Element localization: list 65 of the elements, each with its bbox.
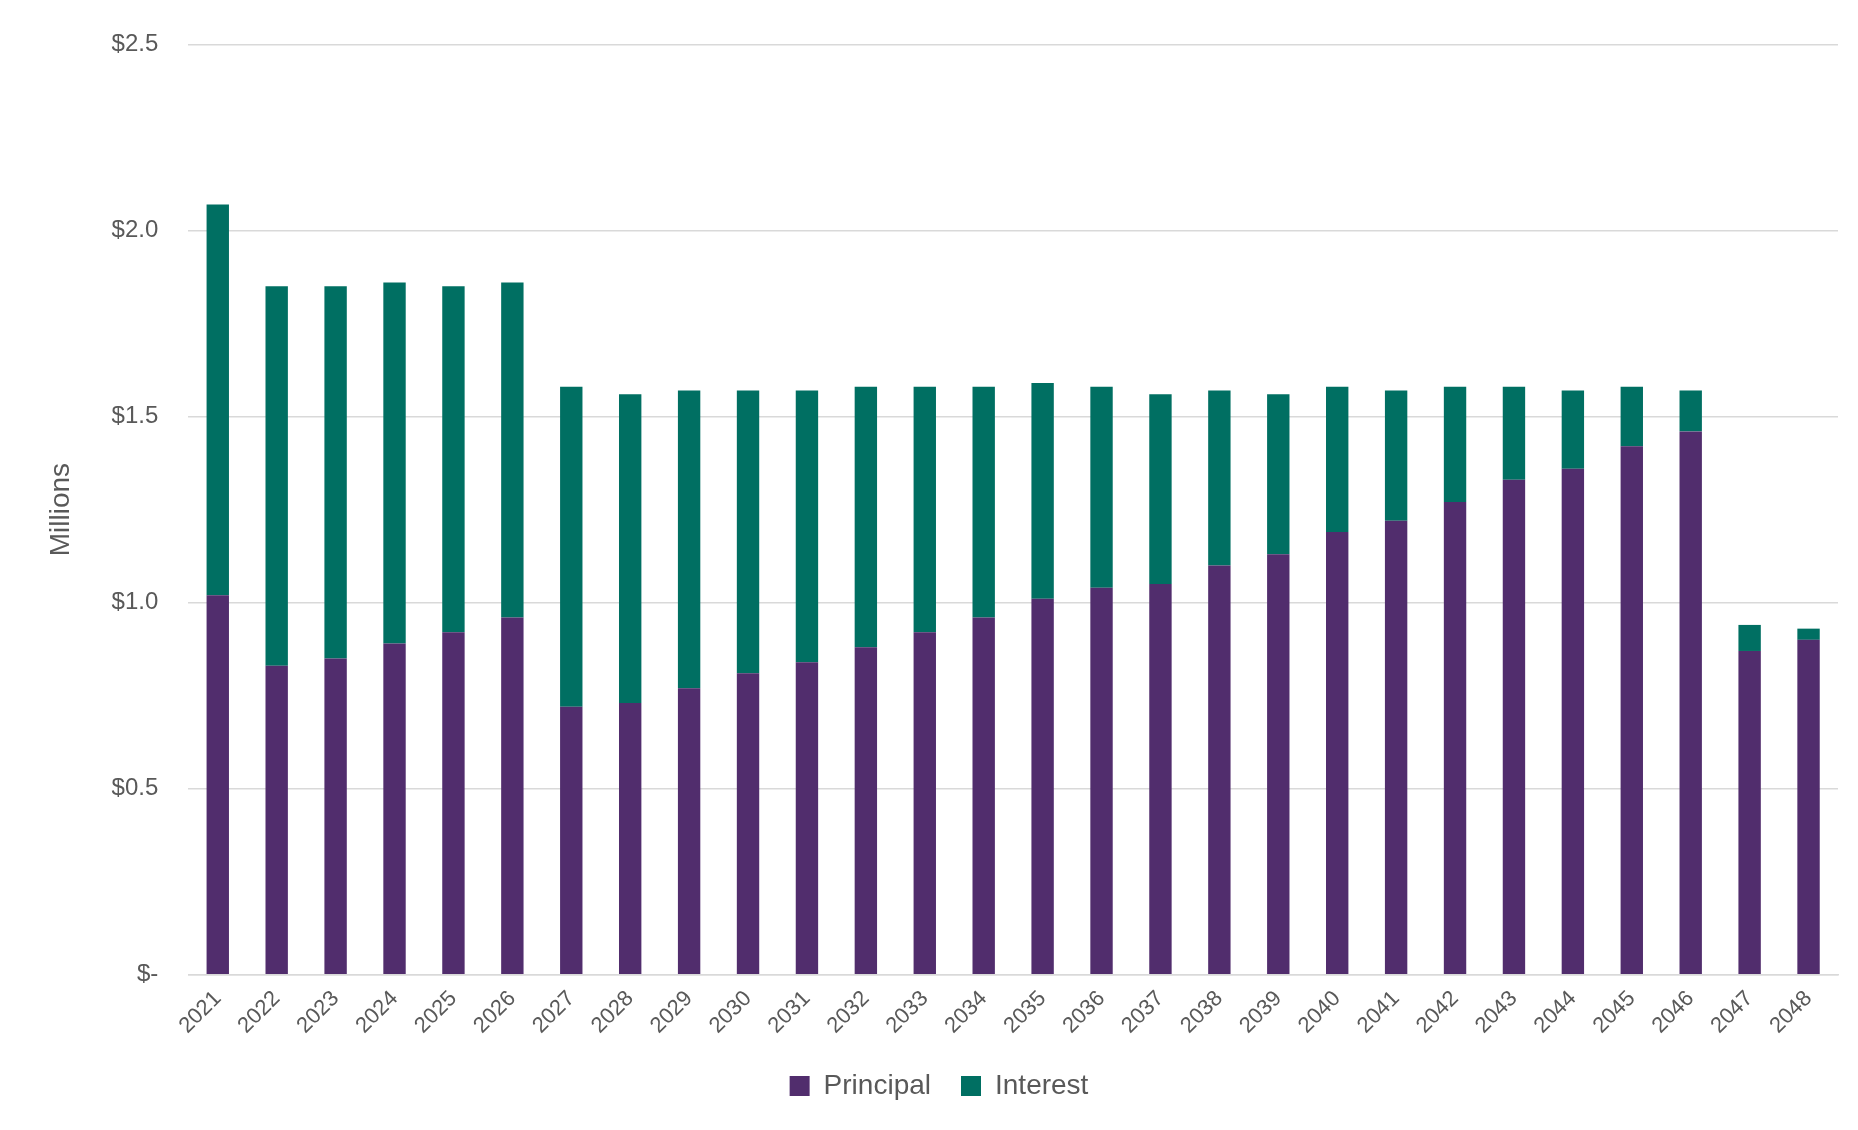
bar: [1443, 502, 1467, 974]
bar: [1208, 565, 1231, 974]
y-tick-label: $1.0: [111, 587, 159, 615]
bar: [1502, 479, 1526, 974]
bar: [560, 386, 583, 707]
bar: [1267, 394, 1290, 555]
bar: [1561, 390, 1585, 469]
bar: [854, 386, 878, 648]
bar: [1797, 628, 1820, 640]
bar: [1149, 583, 1172, 974]
bar: [1326, 531, 1349, 974]
bar: [972, 386, 995, 618]
bar: [265, 665, 288, 974]
bar: [795, 390, 819, 663]
bar: [619, 394, 642, 704]
bar: [442, 632, 465, 974]
bar: [619, 703, 642, 974]
legend-label: Principal: [823, 1068, 932, 1100]
bar: [383, 282, 406, 644]
bar: [677, 688, 701, 974]
bar: [1561, 468, 1585, 974]
bar: [1267, 554, 1290, 974]
bar: [501, 617, 524, 974]
bar: [854, 647, 878, 974]
bar: [206, 204, 229, 596]
bar: [736, 390, 760, 674]
bar: [1738, 624, 1761, 651]
bar: [1620, 446, 1643, 974]
bar: [1443, 386, 1467, 503]
bar: [1502, 386, 1526, 480]
y-axis-title: Millions: [43, 462, 75, 557]
bar: [324, 658, 347, 974]
bar: [913, 632, 936, 974]
bar: [1208, 390, 1231, 566]
y-tick-label: $2.5: [111, 29, 159, 57]
bar: [383, 643, 406, 974]
bar: [1031, 598, 1054, 974]
bar: [795, 662, 819, 974]
bar: [1679, 431, 1702, 974]
bar: [1620, 386, 1643, 447]
bar: [1090, 386, 1113, 588]
bar: [501, 282, 524, 618]
bar: [1384, 520, 1408, 974]
legend-label: Interest: [995, 1068, 1089, 1100]
bar: [972, 617, 995, 974]
bar: [1738, 650, 1761, 974]
bar: [1090, 587, 1113, 974]
bar: [1384, 390, 1408, 521]
y-tick-label: $0.5: [111, 773, 159, 801]
bar: [324, 286, 347, 659]
bar: [206, 595, 229, 974]
bar: [442, 286, 465, 633]
bar: [1797, 639, 1820, 974]
bar: [1679, 390, 1702, 432]
bar: [1149, 394, 1172, 584]
bar: [736, 673, 760, 974]
bar: [913, 386, 936, 633]
y-tick-label: $2.0: [111, 215, 159, 243]
bar: [1326, 386, 1349, 532]
bar: [677, 390, 701, 689]
bar: [265, 286, 288, 666]
y-tick-label: $1.5: [111, 401, 159, 429]
bar: [1031, 383, 1054, 599]
bar: [560, 706, 583, 974]
y-tick-label: $-: [136, 959, 159, 987]
